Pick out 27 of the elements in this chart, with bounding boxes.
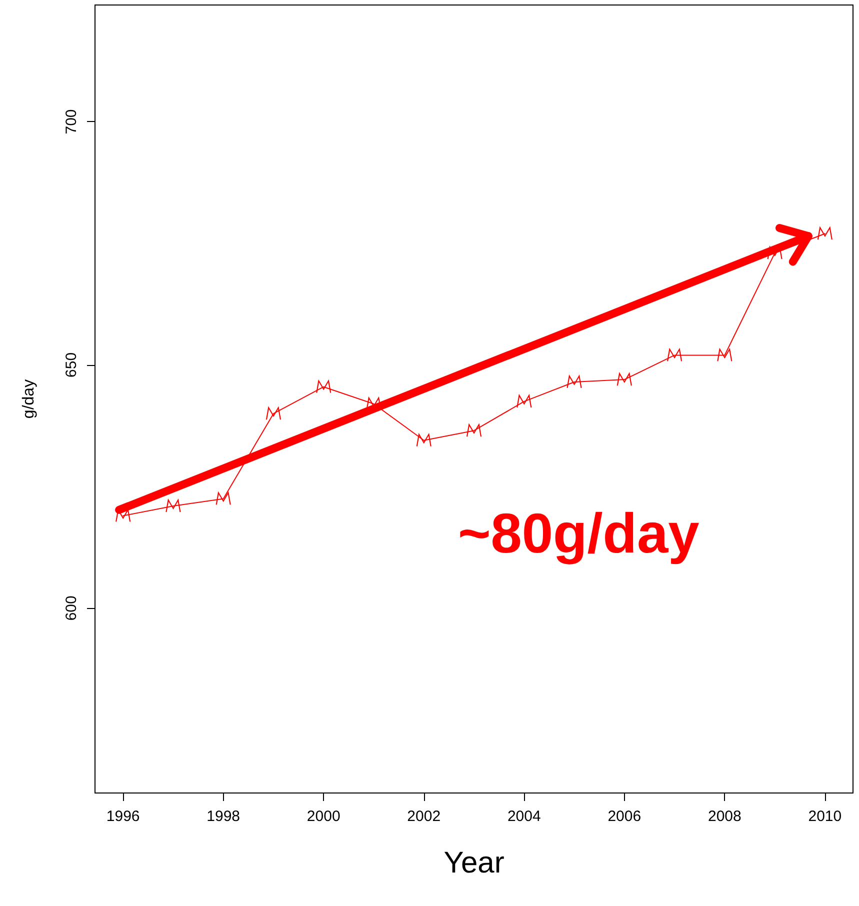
y-tick-label: 700: [63, 109, 80, 134]
point: [266, 407, 281, 420]
point: [216, 492, 231, 506]
point: [817, 227, 832, 240]
point: [717, 348, 732, 362]
annotation: ~80g/day: [458, 502, 700, 564]
point: [116, 509, 131, 522]
point: [416, 434, 432, 447]
point: [667, 348, 682, 362]
x-tick-label: 2008: [708, 808, 742, 825]
point: [166, 500, 181, 513]
point: [566, 375, 582, 388]
x-tick-label: 2000: [306, 808, 340, 825]
y-tick-label: 600: [63, 596, 80, 621]
x-tick-label: 1996: [106, 808, 140, 825]
x-tick-label: 2002: [407, 808, 441, 825]
x-tick-label: 2006: [608, 808, 642, 825]
y-axis-title: g/day: [20, 379, 38, 419]
point: [516, 394, 532, 408]
x-tick-label: 2004: [507, 808, 541, 825]
point: [616, 373, 632, 386]
x-tick-label: 2010: [808, 808, 842, 825]
x-tick-label: 1998: [206, 808, 240, 825]
point: [316, 380, 332, 394]
x-axis-title: Year: [444, 846, 504, 880]
point: [466, 424, 482, 438]
y-tick-label: 650: [63, 352, 80, 378]
